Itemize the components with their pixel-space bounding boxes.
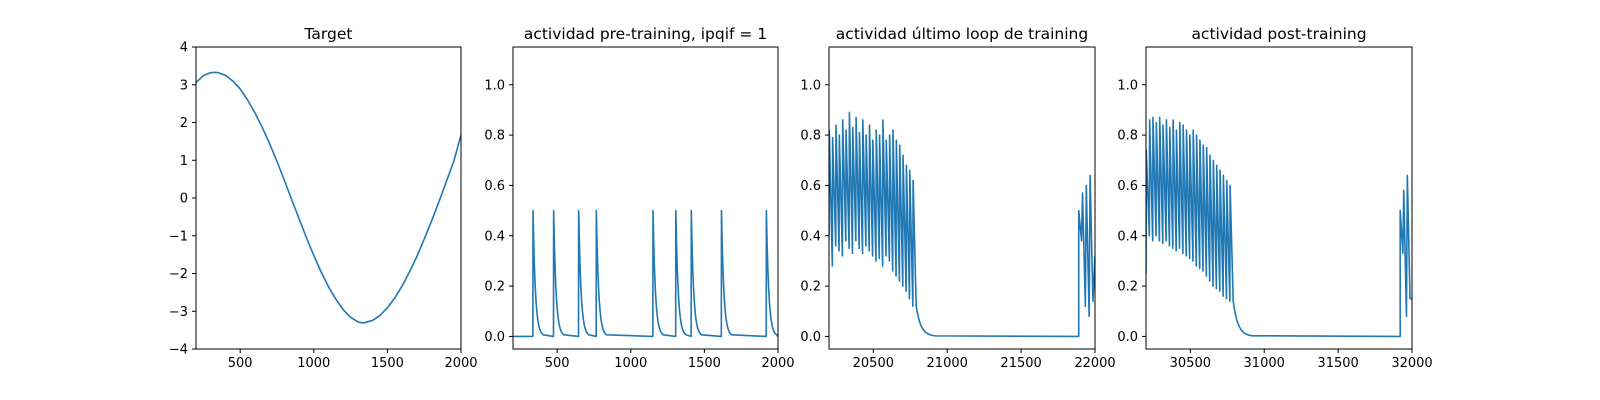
- x-tick-label: 22000: [1074, 356, 1115, 371]
- y-tick-label: 1: [180, 154, 188, 169]
- x-tick-label: 31000: [1244, 356, 1285, 371]
- chart-title: Target: [304, 25, 353, 43]
- y-tick-label: 0.2: [1117, 280, 1138, 295]
- x-tick-label: 30500: [1170, 356, 1211, 371]
- series-line: [196, 71, 461, 324]
- x-tick-label: 1000: [297, 356, 330, 371]
- panel-4: 30500 31000 31500 32000 0.0 0.2 0.4 0.6 0.8 1.0 ac…: [1117, 25, 1432, 371]
- x-tick-label: 32000: [1391, 356, 1432, 371]
- y-tick-label: 0.4: [800, 229, 821, 244]
- y-tick-label: 0.2: [484, 280, 505, 295]
- x-tick-label: 31500: [1317, 356, 1358, 371]
- y-tick-label: 0: [180, 192, 188, 207]
- y-tick-label: 0.8: [800, 129, 821, 144]
- y-tick-label: 0.6: [1117, 179, 1138, 194]
- x-tick-label: 1500: [688, 356, 721, 371]
- y-tick-label: 0.4: [484, 229, 505, 244]
- y-tick-label: 0.2: [800, 280, 821, 295]
- y-tick-label: 1.0: [484, 78, 505, 93]
- panel-1: 500 1000 1500 2000 −4 −3 −2 −1 0 1 2 3 4 Target: [169, 25, 478, 371]
- x-tick-label: 1500: [371, 356, 404, 371]
- y-tick-label: 0.8: [1117, 129, 1138, 144]
- y-tick-label: −4: [169, 343, 188, 358]
- y-tick-label: 3: [180, 78, 188, 93]
- y-tick-label: 2: [180, 116, 188, 131]
- y-tick-label: 0.0: [484, 330, 505, 345]
- plot-frame: [512, 46, 779, 350]
- y-tick-label: −1: [169, 229, 188, 244]
- y-tick-label: 0.0: [800, 330, 821, 345]
- y-tick-label: 0.6: [800, 179, 821, 194]
- x-tick-label: 20500: [853, 356, 894, 371]
- y-tick-label: 1.0: [1117, 78, 1138, 93]
- chart-title: actividad post-training: [1191, 25, 1366, 43]
- x-tick-label: 21500: [1000, 356, 1041, 371]
- plot-frame: [1145, 46, 1413, 350]
- x-tick-label: 500: [228, 356, 253, 371]
- chart-title: actividad pre-training, ipqif = 1: [524, 25, 767, 43]
- y-tick-label: 4: [180, 41, 188, 56]
- x-tick-label: 2000: [761, 356, 794, 371]
- chart-title: actividad último loop de training: [836, 25, 1088, 43]
- y-tick-label: 0.8: [484, 129, 505, 144]
- y-tick-label: 0.0: [1117, 330, 1138, 345]
- panel-3: 20500 21000 21500 22000 0.0 0.2 0.4 0.6 0.8 1.0 ac…: [800, 25, 1115, 371]
- series-line: [1146, 116, 1412, 338]
- y-tick-label: −3: [169, 305, 188, 320]
- x-tick-label: 2000: [444, 356, 477, 371]
- x-tick-label: 1000: [614, 356, 647, 371]
- series-line: [829, 111, 1095, 338]
- x-tick-label: 500: [545, 356, 570, 371]
- plot-frame: [828, 46, 1096, 350]
- y-tick-label: 0.4: [1117, 229, 1138, 244]
- y-tick-label: 1.0: [800, 78, 821, 93]
- plot-frame: [195, 46, 462, 350]
- panel-2: 500 1000 1500 2000 0.0 0.2 0.4 0.6 0.8 1.0 activid…: [484, 25, 794, 371]
- y-tick-label: 0.6: [484, 179, 505, 194]
- y-tick-label: −2: [169, 267, 188, 282]
- series-line: [513, 209, 778, 338]
- x-tick-label: 21000: [927, 356, 968, 371]
